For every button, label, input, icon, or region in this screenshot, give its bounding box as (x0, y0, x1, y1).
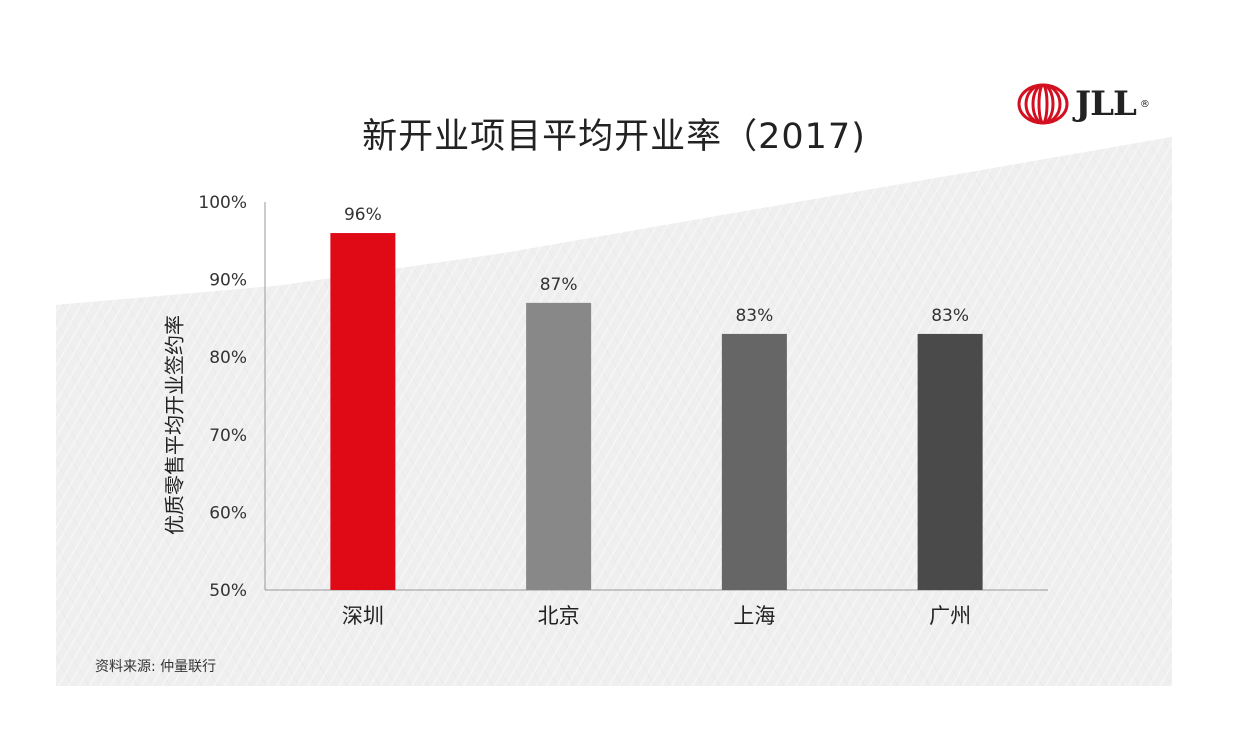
bar (330, 233, 396, 591)
source-note: 资料来源: 仲量联行 (95, 659, 217, 675)
y-tick-label: 70% (209, 426, 247, 446)
chart-title: 新开业项目平均开业率（2017) (362, 117, 866, 157)
category-label: 深圳 (342, 604, 384, 628)
y-tick-label: 60% (209, 503, 247, 523)
data-label: 83% (735, 306, 773, 326)
y-tick-label: 90% (209, 271, 247, 291)
y-tick-label: 50% (209, 581, 247, 601)
bar (917, 333, 983, 590)
jll-logo: JLL ® (1015, 82, 1150, 126)
data-label: 87% (540, 275, 578, 295)
category-label: 上海 (733, 604, 775, 628)
bar (526, 302, 592, 590)
data-label: 96% (344, 205, 382, 225)
category-label: 广州 (929, 604, 971, 628)
slide-background (56, 40, 1172, 686)
category-label: 北京 (538, 604, 580, 628)
y-axis-label: 优质零售平均开业签约率 (162, 315, 187, 535)
jll-logo-text: JLL (1075, 84, 1137, 124)
registered-mark: ® (1139, 98, 1150, 110)
bar (721, 333, 787, 590)
jll-logo-icon (1017, 83, 1069, 125)
data-label: 83% (931, 306, 969, 326)
y-tick-label: 100% (198, 193, 247, 213)
y-tick-label: 80% (209, 348, 247, 368)
